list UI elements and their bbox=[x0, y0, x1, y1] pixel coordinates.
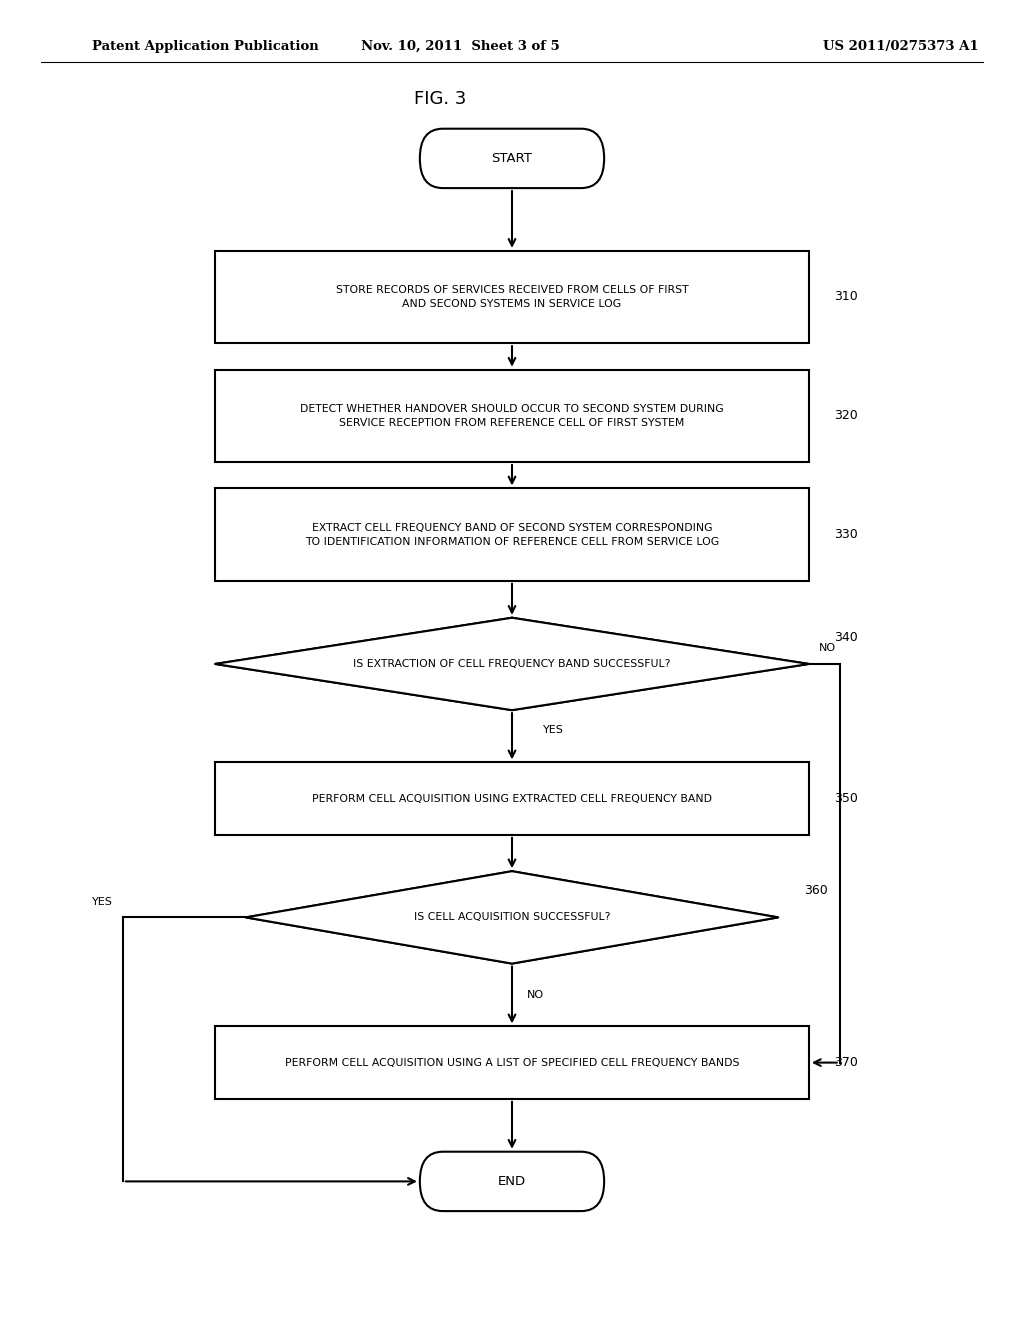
Text: FIG. 3: FIG. 3 bbox=[414, 90, 467, 108]
Text: 370: 370 bbox=[835, 1056, 858, 1069]
Text: 350: 350 bbox=[835, 792, 858, 805]
Bar bbox=[215, 251, 809, 343]
Text: NO: NO bbox=[819, 643, 837, 653]
Text: Patent Application Publication: Patent Application Publication bbox=[92, 40, 318, 53]
Text: 310: 310 bbox=[835, 290, 858, 304]
Text: US 2011/0275373 A1: US 2011/0275373 A1 bbox=[823, 40, 979, 53]
Polygon shape bbox=[246, 871, 778, 964]
Text: END: END bbox=[498, 1175, 526, 1188]
FancyBboxPatch shape bbox=[420, 1151, 604, 1212]
Bar bbox=[215, 1027, 809, 1098]
Polygon shape bbox=[215, 618, 809, 710]
Text: 330: 330 bbox=[835, 528, 858, 541]
Text: 340: 340 bbox=[835, 631, 858, 644]
Text: IS EXTRACTION OF CELL FREQUENCY BAND SUCCESSFUL?: IS EXTRACTION OF CELL FREQUENCY BAND SUC… bbox=[353, 659, 671, 669]
Text: EXTRACT CELL FREQUENCY BAND OF SECOND SYSTEM CORRESPONDING
TO IDENTIFICATION INF: EXTRACT CELL FREQUENCY BAND OF SECOND SY… bbox=[305, 523, 719, 546]
Bar bbox=[215, 488, 809, 581]
Text: PERFORM CELL ACQUISITION USING EXTRACTED CELL FREQUENCY BAND: PERFORM CELL ACQUISITION USING EXTRACTED… bbox=[312, 793, 712, 804]
Text: NO: NO bbox=[527, 990, 545, 1001]
Text: Nov. 10, 2011  Sheet 3 of 5: Nov. 10, 2011 Sheet 3 of 5 bbox=[361, 40, 560, 53]
Text: 320: 320 bbox=[835, 409, 858, 422]
Text: 360: 360 bbox=[804, 884, 827, 898]
Text: DETECT WHETHER HANDOVER SHOULD OCCUR TO SECOND SYSTEM DURING
SERVICE RECEPTION F: DETECT WHETHER HANDOVER SHOULD OCCUR TO … bbox=[300, 404, 724, 428]
Text: START: START bbox=[492, 152, 532, 165]
Bar bbox=[215, 763, 809, 836]
Bar bbox=[215, 370, 809, 462]
Text: PERFORM CELL ACQUISITION USING A LIST OF SPECIFIED CELL FREQUENCY BANDS: PERFORM CELL ACQUISITION USING A LIST OF… bbox=[285, 1057, 739, 1068]
Text: IS CELL ACQUISITION SUCCESSFUL?: IS CELL ACQUISITION SUCCESSFUL? bbox=[414, 912, 610, 923]
FancyBboxPatch shape bbox=[420, 128, 604, 187]
Text: YES: YES bbox=[92, 896, 113, 907]
Text: YES: YES bbox=[543, 725, 563, 735]
Text: STORE RECORDS OF SERVICES RECEIVED FROM CELLS OF FIRST
AND SECOND SYSTEMS IN SER: STORE RECORDS OF SERVICES RECEIVED FROM … bbox=[336, 285, 688, 309]
